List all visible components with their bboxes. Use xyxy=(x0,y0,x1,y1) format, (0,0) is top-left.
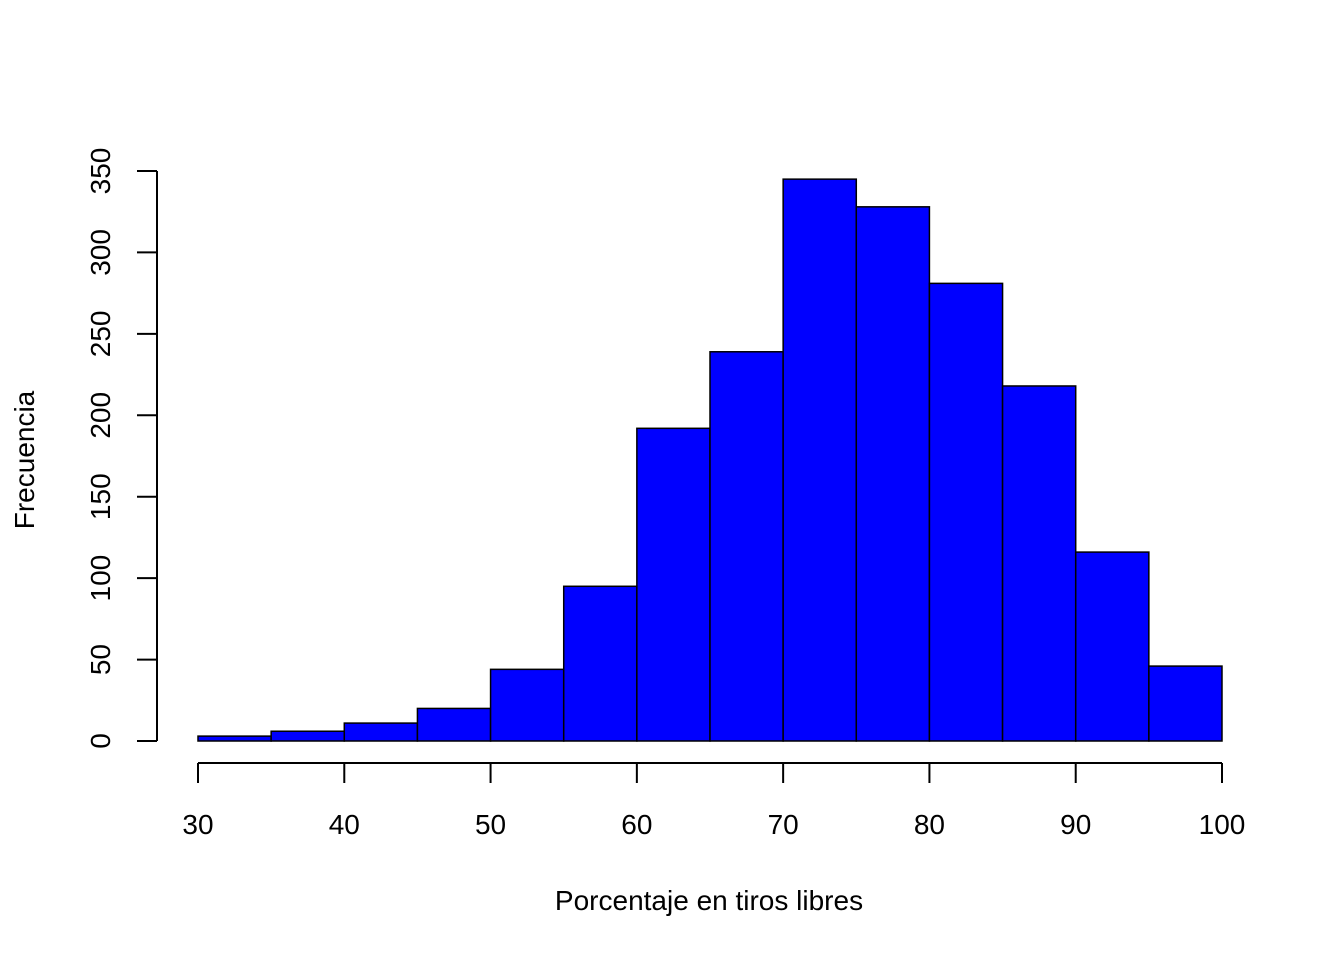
histogram-bar-55-60 xyxy=(562,585,638,742)
histogram-bar-65-70 xyxy=(709,351,784,742)
y-tick-label-150: 150 xyxy=(85,473,116,520)
histogram-bar-50-55 xyxy=(489,668,565,742)
x-tick-label-100: 100 xyxy=(1199,809,1246,840)
histogram-bar-40-45 xyxy=(343,722,419,742)
y-tick-label-200: 200 xyxy=(85,392,116,439)
histogram-bar-30-35 xyxy=(197,735,272,742)
histogram-bar-95-100 xyxy=(1148,665,1223,742)
y-axis-title: Frecuencia xyxy=(9,390,40,529)
x-axis: 30 40 50 60 70 80 90 100 xyxy=(182,762,1246,840)
histogram-bar-75-80 xyxy=(855,206,931,742)
histogram-bar-70-75 xyxy=(782,178,858,742)
y-tick-label-100: 100 xyxy=(85,555,116,602)
x-tick-label-30: 30 xyxy=(182,809,213,840)
histogram-bar-60-65 xyxy=(636,427,711,742)
x-tick-label-40: 40 xyxy=(329,809,360,840)
histogram-bar-45-50 xyxy=(416,707,492,742)
y-axis: 0 50 100 150 200 250 300 350 xyxy=(85,148,158,749)
x-axis-title: Porcentaje en tiros libres xyxy=(555,885,863,916)
y-tick-label-50: 50 xyxy=(85,644,116,675)
x-tick-label-50: 50 xyxy=(475,809,506,840)
histogram-bar-80-85 xyxy=(928,282,1004,742)
x-tick-label-60: 60 xyxy=(621,809,652,840)
y-tick-label-350: 350 xyxy=(85,148,116,195)
histogram-bar-85-90 xyxy=(1001,385,1077,742)
x-tick-label-90: 90 xyxy=(1060,809,1091,840)
x-tick-label-70: 70 xyxy=(768,809,799,840)
x-tick-label-80: 80 xyxy=(914,809,945,840)
histogram-bar-90-95 xyxy=(1074,551,1150,742)
y-tick-label-0: 0 xyxy=(85,733,116,749)
histogram-bar-35-40 xyxy=(270,730,346,742)
histogram-bars xyxy=(197,178,1223,742)
y-tick-label-250: 250 xyxy=(85,310,116,357)
y-tick-label-300: 300 xyxy=(85,229,116,276)
